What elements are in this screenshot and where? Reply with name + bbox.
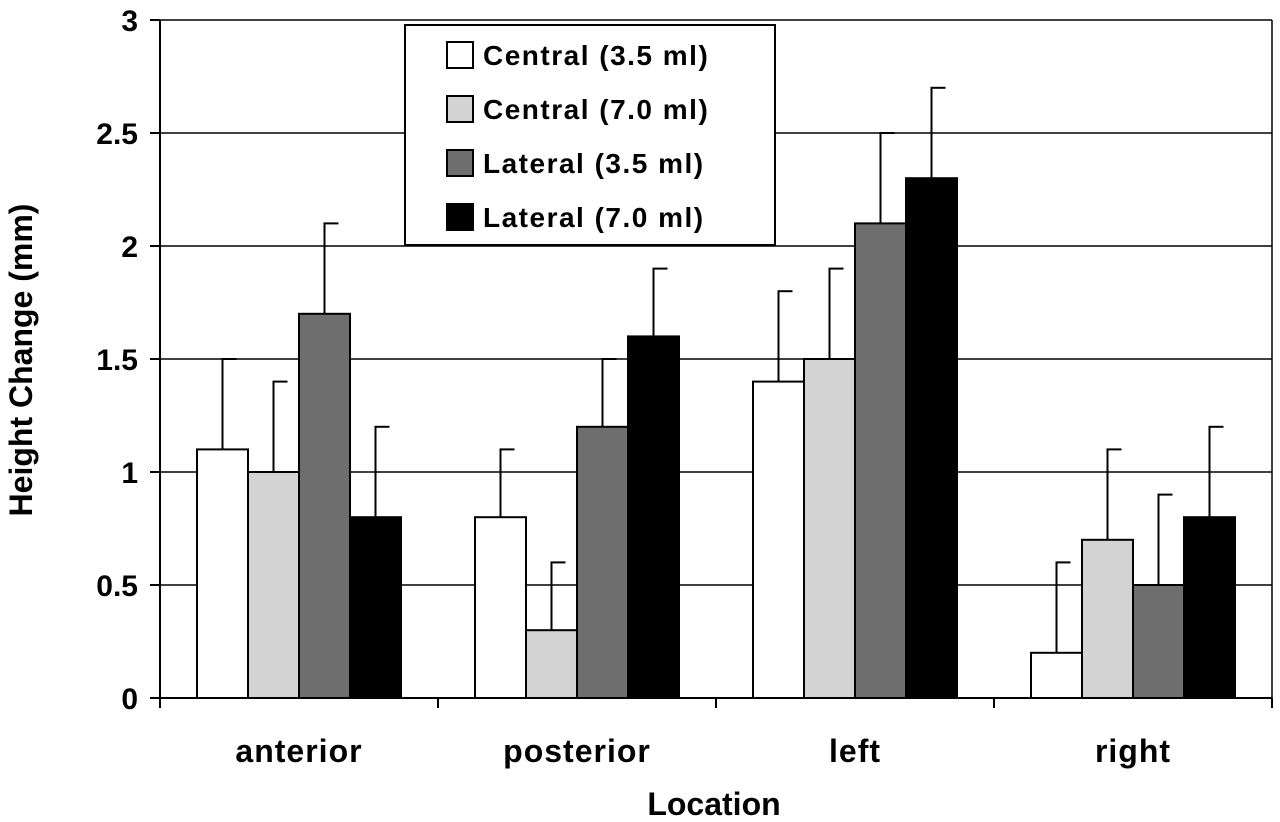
bar [247,471,300,699]
bar [905,177,958,699]
y-tick-label: 3 [121,5,138,38]
legend-swatch [446,203,474,231]
legend-label: Lateral (7.0 ml) [483,202,705,233]
legend-label: Lateral (3.5 ml) [483,148,705,179]
bar [576,425,629,699]
legend-swatch [446,95,474,123]
y-tick-label: 1 [121,457,138,490]
bar [1132,584,1185,699]
bar [349,516,402,700]
y-tick-label: 2.5 [96,118,138,151]
bar [752,380,805,699]
y-tick-label: 0 [121,683,138,716]
legend-swatch [446,41,474,69]
axes [150,19,1273,708]
legend-label: Central (3.5 ml) [483,40,709,71]
bar [298,312,351,699]
x-category-label: anterior [235,733,362,769]
y-tick-label: 2 [121,231,138,264]
x-category-label: right [1095,733,1171,769]
y-tick-labels: 0 0.5 1 1.5 2 2.5 3 [96,5,138,716]
bars [196,177,1236,700]
legend: Central (3.5 ml) Central (7.0 ml) Lateral … [404,24,776,246]
legend-label: Central (7.0 ml) [483,94,709,125]
bar [803,358,856,699]
bar [474,516,527,700]
bar [525,629,578,700]
x-category-label: posterior [503,733,651,769]
bar [1183,516,1236,700]
bar [1081,538,1134,699]
bar [196,448,249,699]
y-axis-title: Height Change (mm) [3,204,39,517]
legend-swatch [446,149,474,177]
x-axis-title: Location [647,786,780,822]
y-tick-label: 0.5 [96,570,138,603]
x-category-labels: anterior posterior left right [235,733,1171,769]
bar [1030,651,1083,699]
x-category-label: left [829,733,881,769]
bar [854,222,907,699]
error-bars [221,86,1224,653]
y-tick-label: 1.5 [96,344,138,377]
bar [627,335,680,699]
